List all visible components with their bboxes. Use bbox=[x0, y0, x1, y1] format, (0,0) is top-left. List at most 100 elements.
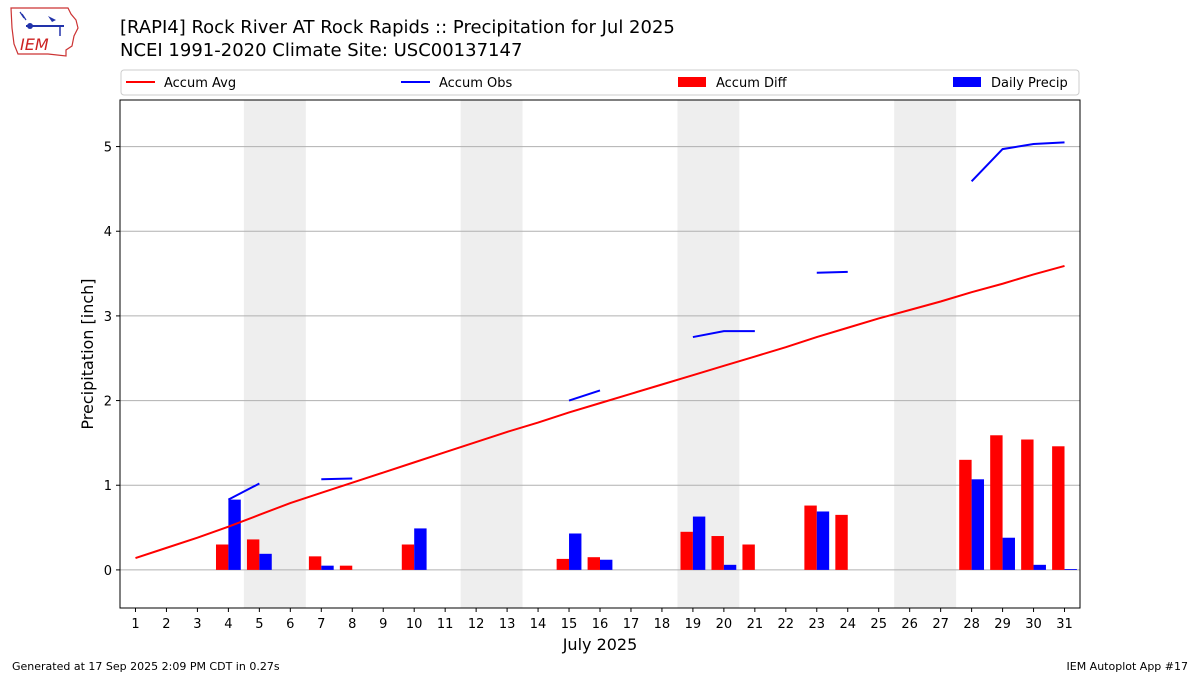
daily-bar-day-23 bbox=[816, 511, 830, 570]
accum-obs-segment-5 bbox=[970, 141, 1065, 182]
series-lines bbox=[135, 141, 1065, 559]
y-tick-label-0: 0 bbox=[104, 564, 112, 579]
daily-bar-day-30 bbox=[1033, 564, 1046, 570]
diff-bar-day-30 bbox=[1021, 439, 1034, 570]
x-tick-label-24: 24 bbox=[839, 617, 856, 632]
diff-bar-day-8 bbox=[339, 565, 353, 570]
diff-bar-day-10 bbox=[401, 544, 415, 570]
x-tick-label-15: 15 bbox=[561, 617, 578, 632]
legend-label-obs: Accum Obs bbox=[439, 76, 512, 91]
daily-bar-day-19 bbox=[692, 516, 706, 570]
daily-bar-day-29 bbox=[1002, 537, 1015, 570]
diff-bar-day-4 bbox=[215, 544, 229, 570]
y-tick-label-4: 4 bbox=[104, 225, 112, 240]
accum-obs-segment-2 bbox=[568, 389, 601, 402]
x-tick-label-18: 18 bbox=[654, 617, 671, 632]
x-tick-label-8: 8 bbox=[348, 617, 356, 632]
x-tick-label-1: 1 bbox=[131, 617, 139, 632]
y-axis-ticks: 0 1 2 3 4 5 bbox=[104, 141, 120, 579]
logo-text: IEM bbox=[20, 35, 49, 54]
y-tick-label-2: 2 bbox=[104, 395, 112, 410]
x-tick-label-10: 10 bbox=[406, 617, 423, 632]
weekend-band-1 bbox=[460, 100, 523, 608]
bars bbox=[215, 435, 1077, 570]
y-tick-label-5: 5 bbox=[104, 141, 112, 156]
x-tick-label-17: 17 bbox=[623, 617, 640, 632]
accum-obs-segment-0 bbox=[227, 482, 260, 501]
x-tick-label-31: 31 bbox=[1056, 617, 1073, 632]
x-tick-label-6: 6 bbox=[286, 617, 294, 632]
daily-bar-day-10 bbox=[414, 528, 427, 570]
daily-bar-day-31 bbox=[1064, 569, 1077, 570]
daily-bar-day-7 bbox=[321, 565, 334, 570]
x-tick-label-20: 20 bbox=[716, 617, 733, 632]
accum-obs-segment-4 bbox=[816, 270, 848, 274]
x-tick-label-21: 21 bbox=[747, 617, 764, 632]
diff-bar-day-5 bbox=[246, 539, 260, 570]
diff-bar-day-21 bbox=[742, 544, 755, 570]
x-tick-label-16: 16 bbox=[592, 617, 609, 632]
daily-bar-day-15 bbox=[569, 533, 582, 570]
daily-bar-day-16 bbox=[600, 559, 613, 570]
legend: Accum Avg Accum Obs Accum Diff Daily Precip bbox=[120, 69, 1080, 96]
x-tick-label-22: 22 bbox=[778, 617, 795, 632]
daily-bar-day-28 bbox=[971, 479, 985, 570]
x-tick-label-9: 9 bbox=[379, 617, 387, 632]
chart-subtitle: NCEI 1991-2020 Climate Site: USC00137147 bbox=[120, 40, 523, 61]
legend-label-daily: Daily Precip bbox=[991, 76, 1068, 91]
legend-box bbox=[120, 69, 1080, 96]
daily-bar-day-4 bbox=[228, 499, 241, 570]
x-tick-label-19: 19 bbox=[685, 617, 702, 632]
diff-bar-day-31 bbox=[1052, 446, 1065, 570]
diff-bar-day-24 bbox=[835, 514, 848, 570]
x-tick-label-5: 5 bbox=[255, 617, 263, 632]
x-tick-label-29: 29 bbox=[994, 617, 1011, 632]
y-axis-label: Precipitation [inch] bbox=[78, 278, 97, 429]
x-tick-label-26: 26 bbox=[901, 617, 918, 632]
x-tick-label-30: 30 bbox=[1025, 617, 1042, 632]
diff-bar-day-7 bbox=[308, 556, 322, 570]
x-tick-label-4: 4 bbox=[224, 617, 232, 632]
weekend-bands bbox=[243, 100, 957, 608]
y-tick-label-1: 1 bbox=[104, 479, 112, 494]
diff-bar-day-16 bbox=[587, 557, 600, 570]
x-tick-label-28: 28 bbox=[963, 617, 980, 632]
daily-bar-day-20 bbox=[723, 564, 737, 570]
x-tick-label-23: 23 bbox=[809, 617, 826, 632]
x-axis-ticks: 1 2 3 4 5 6 7 8 9 10 11 12 13 14 15 16 17 18 19 20 21 22 23 24 2… bbox=[131, 608, 1073, 632]
accum-obs-segment-1 bbox=[321, 477, 353, 481]
diff-bar-day-20 bbox=[711, 536, 724, 570]
x-tick-label-3: 3 bbox=[193, 617, 201, 632]
x-tick-label-2: 2 bbox=[162, 617, 170, 632]
weekend-band-2 bbox=[677, 100, 740, 608]
chart-title: [RAPI4] Rock River AT Rock Rapids :: Pre… bbox=[120, 17, 675, 38]
diff-bar-day-23 bbox=[804, 505, 817, 570]
accum-avg-line bbox=[135, 264, 1065, 559]
legend-swatch-diff bbox=[678, 77, 706, 87]
x-tick-label-27: 27 bbox=[932, 617, 949, 632]
generated-timestamp: Generated at 17 Sep 2025 2:09 PM CDT in … bbox=[12, 660, 280, 673]
app-label: IEM Autoplot App #17 bbox=[1066, 660, 1189, 673]
x-tick-label-25: 25 bbox=[870, 617, 887, 632]
iem-logo: IEM bbox=[10, 7, 79, 57]
diff-bar-day-15 bbox=[556, 558, 570, 570]
x-tick-label-7: 7 bbox=[317, 617, 325, 632]
weekend-band-0 bbox=[243, 100, 306, 608]
weekend-band-3 bbox=[894, 100, 957, 608]
diff-bar-day-19 bbox=[680, 531, 693, 570]
diff-bar-day-29 bbox=[990, 435, 1003, 570]
diff-bar-day-28 bbox=[959, 459, 972, 570]
x-tick-label-11: 11 bbox=[437, 617, 454, 632]
legend-label-diff: Accum Diff bbox=[716, 76, 788, 91]
legend-swatch-daily bbox=[953, 77, 981, 87]
daily-bar-day-5 bbox=[259, 553, 272, 570]
x-axis-label: July 2025 bbox=[562, 635, 638, 654]
x-tick-label-13: 13 bbox=[499, 617, 516, 632]
x-tick-label-14: 14 bbox=[530, 617, 547, 632]
gridlines bbox=[120, 146, 1080, 571]
y-tick-label-3: 3 bbox=[104, 310, 112, 325]
legend-label-avg: Accum Avg bbox=[164, 76, 236, 91]
accum-obs-segment-3 bbox=[692, 330, 755, 339]
x-tick-label-12: 12 bbox=[468, 617, 485, 632]
